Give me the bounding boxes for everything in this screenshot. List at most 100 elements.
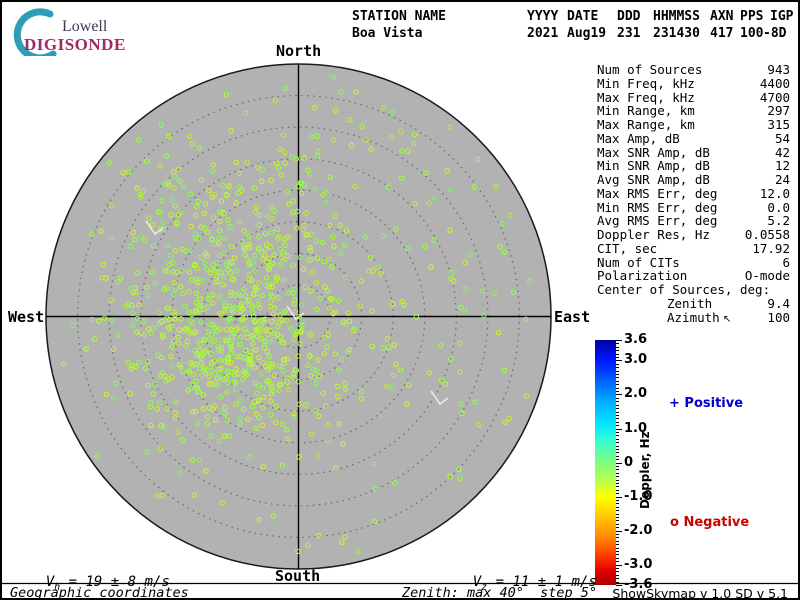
skymap-dot [240, 406, 247, 412]
skymap-dot [247, 358, 254, 364]
skymap-dot [271, 252, 277, 258]
skymap-dot [321, 350, 328, 357]
skymap-dot [268, 411, 274, 418]
skymap-dot [217, 218, 223, 225]
skymap-dot [137, 191, 144, 198]
skymap-dot [256, 414, 262, 421]
colorbar-tick-label: -3.6 [624, 577, 653, 592]
stat-value: 943 [767, 62, 790, 77]
skymap-dot [228, 260, 235, 266]
skymap-dot [285, 386, 292, 393]
skymap-dot [390, 372, 397, 379]
skymap-dot [204, 421, 210, 427]
skymap-dot [304, 232, 310, 238]
skymap-dot [201, 306, 207, 313]
skymap-dot [185, 369, 192, 375]
skymap-dot [138, 194, 144, 200]
skymap-dot [206, 187, 212, 194]
skymap-dot [264, 348, 271, 355]
legend-negative: o Negative [670, 515, 750, 530]
skymap-dot [267, 291, 274, 297]
skymap-dot [163, 153, 170, 159]
colorbar-minor-tick [616, 499, 619, 501]
skymap-dot [209, 331, 215, 338]
skymap-dot [247, 352, 254, 359]
colorbar-minor-tick [616, 574, 619, 576]
skymap-dot [270, 336, 277, 343]
skymap-dot [94, 453, 101, 459]
skymap-dot [281, 149, 288, 156]
skymap-dot [259, 385, 266, 391]
skymap-dot [343, 227, 350, 234]
skymap-dot [262, 316, 269, 322]
skymap-dot [272, 97, 279, 104]
skymap-dot [226, 303, 233, 310]
skymap-dot [215, 344, 221, 350]
skymap-dot [274, 331, 281, 338]
skymap-dot [209, 262, 216, 269]
skymap-dot [205, 293, 212, 299]
skymap-dot [229, 315, 235, 321]
colorbar-minor-tick [616, 469, 619, 471]
skymap-dot [330, 310, 337, 317]
skymap-dot [269, 283, 276, 290]
skymap-dot [307, 353, 313, 360]
skymap-dot [321, 258, 328, 265]
skymap-dot [118, 275, 124, 281]
skymap-dot [89, 316, 95, 323]
skymap-dot [196, 457, 203, 463]
skymap-dot [263, 275, 270, 281]
skymap-dot [110, 346, 117, 352]
colorbar-minor-tick [616, 374, 619, 375]
skymap-dot [338, 356, 345, 363]
stat-label: Max RMS Err, deg [597, 185, 718, 201]
skymap-dot [241, 286, 247, 292]
skymap-dot [198, 254, 204, 260]
skymap-dot [207, 270, 214, 276]
skymap-dot [206, 381, 212, 388]
skymap-dot [290, 262, 296, 269]
skymap-dot [172, 312, 178, 319]
skymap-dot [220, 281, 226, 288]
skymap-dot [241, 228, 247, 234]
skymap-dot [345, 310, 352, 317]
skymap-dot [248, 332, 255, 339]
skymap-dot [230, 329, 237, 336]
skymap-dot [226, 183, 233, 189]
skymap-dot [238, 301, 244, 307]
skymap-dot [308, 134, 315, 140]
skymap-dot [493, 183, 499, 190]
skymap-dot [182, 303, 188, 309]
colorbar-minor-tick [616, 568, 619, 569]
skymap-dot [221, 299, 227, 306]
skymap-dot [233, 366, 239, 372]
skymap-dot [188, 385, 194, 392]
stat-value: 297 [767, 103, 790, 119]
skymap-dot [291, 286, 298, 293]
skymap-dot [209, 368, 215, 374]
skymap-dot [391, 480, 398, 486]
skymap-dot [150, 391, 157, 397]
stat-value: O-mode [744, 268, 790, 284]
colorbar-minor-tick [616, 411, 619, 413]
skymap-dot [502, 419, 508, 425]
skymap-dot [208, 381, 214, 387]
skymap-dot [178, 364, 184, 371]
coordinates-note: Geographic coordinates [10, 585, 189, 600]
skymap-dot [357, 303, 363, 309]
skymap-dot [288, 325, 294, 332]
skymap-dot [193, 384, 199, 391]
skymap-dot [201, 225, 208, 231]
skymap-dot [197, 296, 203, 302]
skymap-dot [237, 415, 243, 421]
skymap-dot [202, 201, 209, 207]
skymap-dot [189, 320, 196, 326]
skymap-dot [167, 252, 174, 259]
skymap-dot [194, 338, 201, 344]
skymap-dot [138, 233, 145, 240]
stat-value: 0.0558 [744, 227, 790, 242]
stat-label: Min Range, km [597, 103, 695, 119]
vz-velocity-readout: Vz = 11 ± 1 m/s [472, 574, 597, 593]
skymap-dot [282, 242, 288, 248]
skymap-dot [193, 290, 200, 297]
